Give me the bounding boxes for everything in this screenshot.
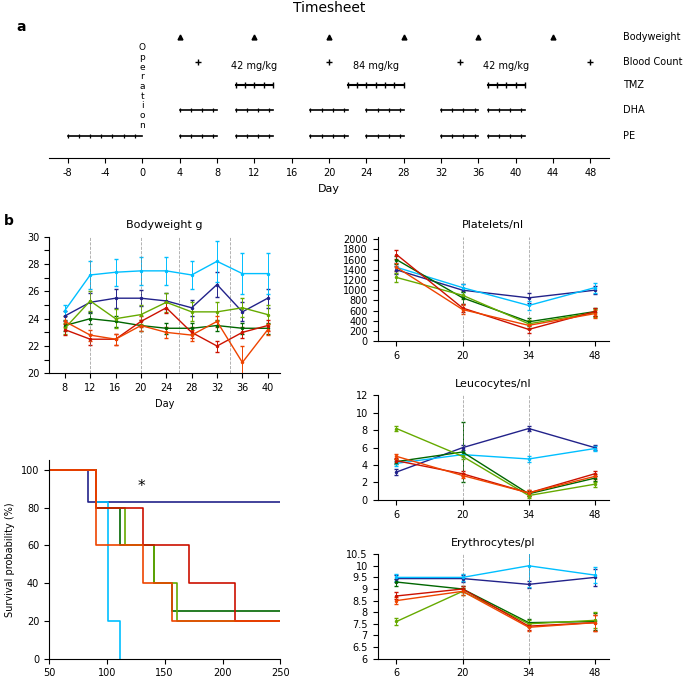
Title: Bodyweight g: Bodyweight g: [127, 221, 203, 230]
Text: Blood Count: Blood Count: [623, 57, 682, 67]
Y-axis label: Survival probability (%): Survival probability (%): [6, 502, 15, 617]
X-axis label: Day: Day: [318, 183, 340, 194]
Text: *: *: [138, 479, 146, 494]
Title: Platelets/nl: Platelets/nl: [462, 221, 524, 230]
Text: 84 mg/kg: 84 mg/kg: [353, 61, 399, 71]
Text: TMZ: TMZ: [623, 80, 644, 90]
Text: 42 mg/kg: 42 mg/kg: [483, 61, 529, 71]
X-axis label: Day: Day: [155, 399, 174, 409]
Text: O
p
e
r
a
t
i
o
n: O p e r a t i o n: [139, 43, 146, 130]
Text: PE: PE: [623, 131, 635, 141]
Title: Erythrocytes/pl: Erythrocytes/pl: [451, 538, 536, 548]
Text: Bodyweight: Bodyweight: [623, 32, 680, 42]
Text: 42 mg/kg: 42 mg/kg: [231, 61, 277, 71]
Text: DHA: DHA: [623, 105, 645, 115]
Title: Leucocytes/nl: Leucocytes/nl: [455, 379, 531, 389]
Title: Timesheet: Timesheet: [293, 1, 365, 15]
Text: a: a: [16, 20, 26, 35]
Text: b: b: [4, 214, 13, 228]
